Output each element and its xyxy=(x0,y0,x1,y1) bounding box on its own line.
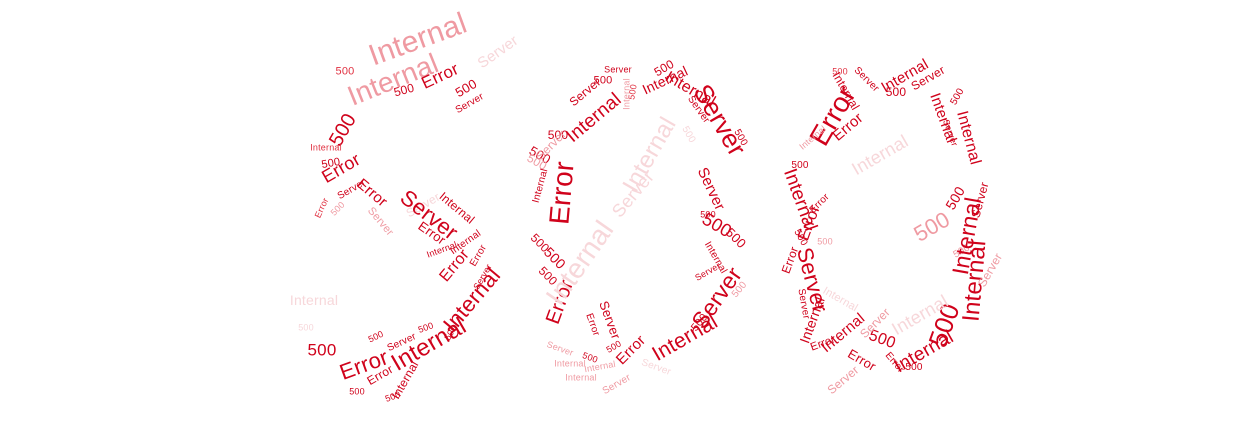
cloud-word-error: Error xyxy=(312,196,331,220)
cloud-word-500: 500 xyxy=(392,80,416,100)
cloud-word-internal: Internal xyxy=(554,358,586,369)
cloud-word-500: 500 xyxy=(722,224,750,252)
cloud-word-internal: Internal xyxy=(648,310,722,366)
cloud-word-server: Server xyxy=(851,64,882,95)
cloud-word-500: 500 xyxy=(700,209,716,220)
cloud-word-server: Server xyxy=(824,362,862,398)
cloud-word-500: 500 xyxy=(366,328,385,345)
cloud-word-server: Server xyxy=(364,204,396,239)
cloud-word-server: Server xyxy=(545,339,575,358)
cloud-word-500: 500 xyxy=(909,206,955,247)
cloud-word-error: Error xyxy=(353,175,391,211)
cloud-word-500: 500 xyxy=(298,322,314,333)
cloud-word-500: 500 xyxy=(905,362,923,373)
cloud-word-server: Server xyxy=(474,32,522,72)
cloud-word-500: 500 xyxy=(593,74,613,87)
cloud-word-500: 500 xyxy=(349,386,365,397)
cloud-word-500: 500 xyxy=(885,85,907,99)
cloud-word-internal: Internal xyxy=(848,130,912,180)
cloud-word-error: Error xyxy=(583,312,602,338)
cloud-word-internal: Internal xyxy=(565,372,597,383)
cloud-word-500: 500 xyxy=(383,389,402,404)
cloud-word-500: 500 xyxy=(817,236,833,247)
cloud-word-500: 500 xyxy=(791,160,809,171)
cloud-word-server: Server xyxy=(604,64,632,75)
cloud-word-server: Server xyxy=(693,164,729,214)
cloud-word-500: 500 xyxy=(679,124,698,145)
cloud-word-internal: Internal xyxy=(310,142,342,153)
cloud-word-500: 500 xyxy=(307,340,337,360)
cloud-word-500: 500 xyxy=(832,66,848,77)
cloud-word-server: Server xyxy=(968,180,992,220)
cloud-word-500: 500 xyxy=(547,128,569,142)
cloud-word-internal: Internal xyxy=(621,78,632,110)
cloud-word-server: Server xyxy=(600,372,633,397)
cloud-word-server: Server xyxy=(596,298,624,342)
cloud-word-500: 500 xyxy=(948,86,967,107)
cloud-word-internal: Internal xyxy=(289,292,339,308)
cloud-word-500: 500 xyxy=(335,65,355,78)
cloud-word-500: 500 xyxy=(328,199,347,218)
